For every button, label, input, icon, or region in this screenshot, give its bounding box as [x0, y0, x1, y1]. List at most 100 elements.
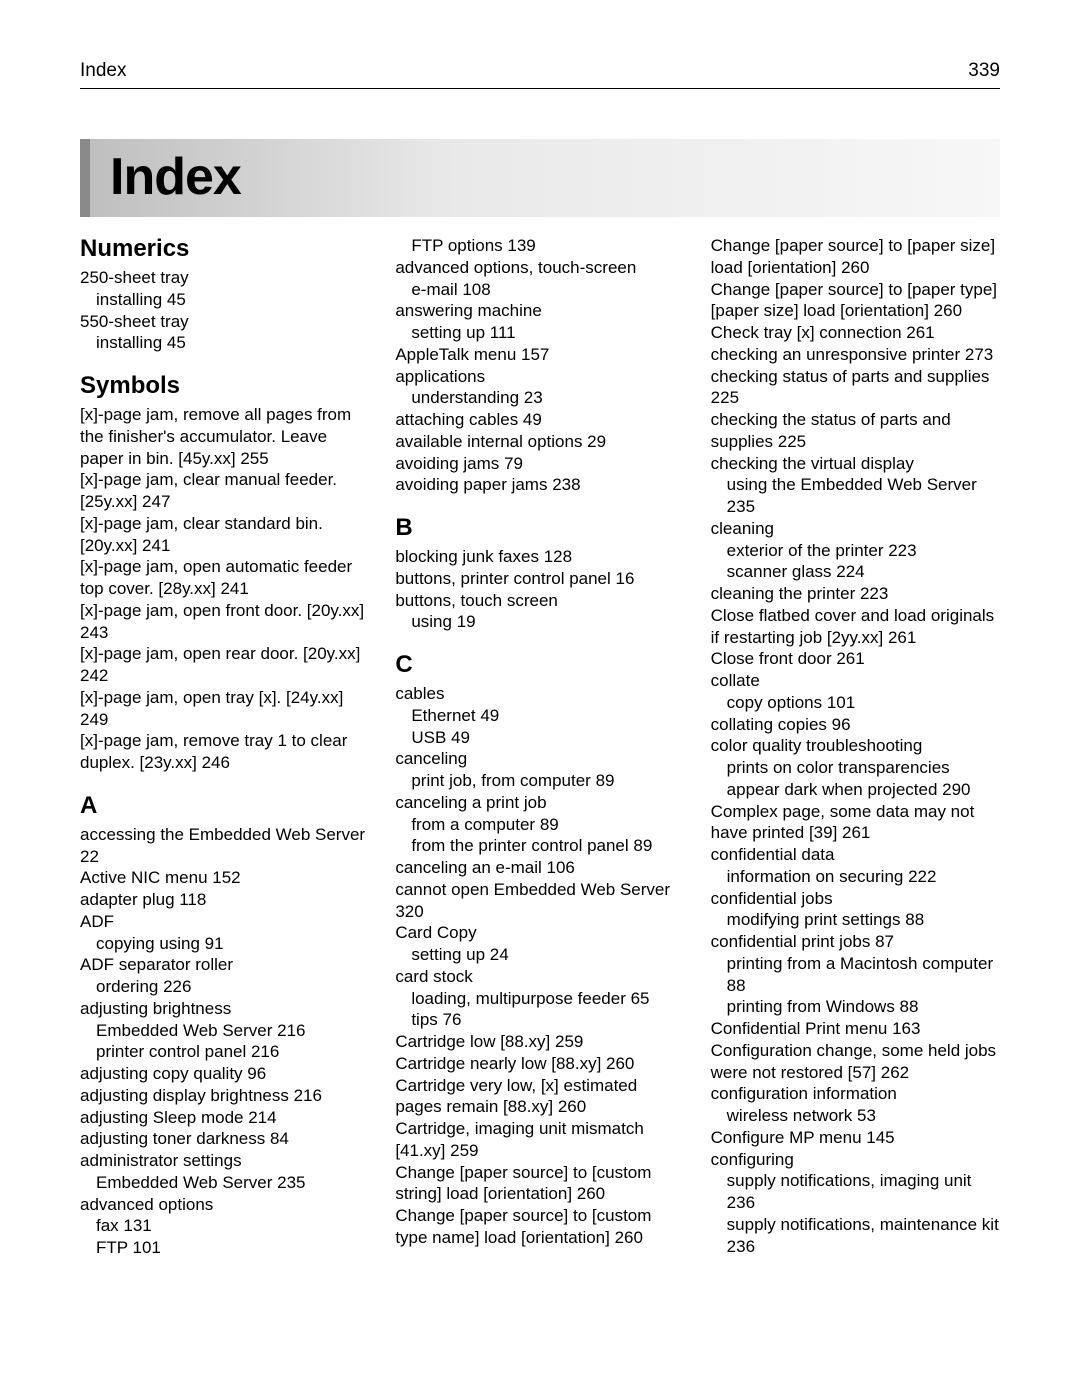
index-entry: advanced options — [80, 1194, 369, 1216]
index-entry: using 19 — [395, 611, 684, 633]
index-entry: copying using 91 — [80, 933, 369, 955]
index-entry: Cartridge low [88.xy] 259 — [395, 1031, 684, 1053]
section-heading: Symbols — [80, 372, 369, 400]
index-entry: from a computer 89 — [395, 814, 684, 836]
index-entry: 250‑sheet tray — [80, 267, 369, 289]
index-entry: attaching cables 49 — [395, 409, 684, 431]
running-page-number: 339 — [968, 60, 1000, 82]
title-bar: Index — [80, 139, 1000, 217]
index-entry: supply notifications, maintenance kit 23… — [711, 1214, 1000, 1258]
index-entry: tips 76 — [395, 1009, 684, 1031]
index-entry: FTP 101 — [80, 1237, 369, 1259]
running-header: Index 339 — [80, 60, 1000, 89]
index-entry: 550‑sheet tray — [80, 311, 369, 333]
page-title: Index — [110, 147, 980, 207]
index-entry: copy options 101 — [711, 692, 1000, 714]
index-entry: buttons, printer control panel 16 — [395, 568, 684, 590]
index-entry: cleaning — [711, 518, 1000, 540]
index-entry: ADF separator roller — [80, 954, 369, 976]
index-entry: Embedded Web Server 235 — [80, 1172, 369, 1194]
index-entry: [x]‑page jam, open automatic feeder top … — [80, 556, 369, 600]
index-entry: adjusting brightness — [80, 998, 369, 1020]
index-columns: Numerics250‑sheet trayinstalling 45550‑s… — [80, 235, 1000, 1259]
index-entry: Cartridge very low, [x] estimated pages … — [395, 1075, 684, 1119]
index-entry: color quality troubleshooting — [711, 735, 1000, 757]
index-entry: Active NIC menu 152 — [80, 867, 369, 889]
index-entry: canceling an e‑mail 106 — [395, 857, 684, 879]
index-entry: using the Embedded Web Server 235 — [711, 474, 1000, 518]
index-entry: cannot open Embedded Web Server 320 — [395, 879, 684, 923]
index-entry: Complex page, some data may not have pri… — [711, 801, 1000, 845]
index-entry: printing from Windows 88 — [711, 996, 1000, 1018]
index-entry: adjusting toner darkness 84 — [80, 1128, 369, 1150]
index-entry: configuration information — [711, 1083, 1000, 1105]
index-entry: FTP options 139 — [395, 235, 684, 257]
index-entry: available internal options 29 — [395, 431, 684, 453]
section-heading: C — [395, 651, 684, 679]
index-entry: fax 131 — [80, 1215, 369, 1237]
index-entry: [x]‑page jam, open tray [x]. [24y.xx] 24… — [80, 687, 369, 731]
section-heading: A — [80, 792, 369, 820]
index-entry: checking an unresponsive printer 273 — [711, 344, 1000, 366]
index-entry: Cartridge nearly low [88.xy] 260 — [395, 1053, 684, 1075]
index-entry: Close front door 261 — [711, 648, 1000, 670]
index-entry: card stock — [395, 966, 684, 988]
index-entry: from the printer control panel 89 — [395, 835, 684, 857]
index-entry: [x]‑page jam, remove tray 1 to clear dup… — [80, 730, 369, 774]
index-entry: buttons, touch screen — [395, 590, 684, 612]
index-entry: setting up 111 — [395, 322, 684, 344]
index-entry: loading, multipurpose feeder 65 — [395, 988, 684, 1010]
index-entry: installing 45 — [80, 289, 369, 311]
index-entry: [x]‑page jam, clear manual feeder. [25y.… — [80, 469, 369, 513]
index-entry: Card Copy — [395, 922, 684, 944]
index-entry: [x]‑page jam, open front door. [20y.xx] … — [80, 600, 369, 644]
index-entry: Cartridge, imaging unit mismatch [41.xy]… — [395, 1118, 684, 1162]
index-entry: supply notifications, imaging unit 236 — [711, 1170, 1000, 1214]
index-entry: avoiding jams 79 — [395, 453, 684, 475]
index-entry: Confidential Print menu 163 — [711, 1018, 1000, 1040]
index-entry: [x]‑page jam, open rear door. [20y.xx] 2… — [80, 643, 369, 687]
index-entry: canceling a print job — [395, 792, 684, 814]
index-entry: installing 45 — [80, 332, 369, 354]
index-entry: configuring — [711, 1149, 1000, 1171]
index-entry: Embedded Web Server 216 — [80, 1020, 369, 1042]
section-heading: Numerics — [80, 235, 369, 263]
index-entry: avoiding paper jams 238 — [395, 474, 684, 496]
index-entry: [x]‑page jam, clear standard bin. [20y.x… — [80, 513, 369, 557]
index-entry: collating copies 96 — [711, 714, 1000, 736]
running-title: Index — [80, 60, 126, 82]
index-entry: Configure MP menu 145 — [711, 1127, 1000, 1149]
index-entry: Change [paper source] to [paper type] [p… — [711, 279, 1000, 323]
index-entry: ADF — [80, 911, 369, 933]
index-entry: checking the virtual display — [711, 453, 1000, 475]
index-entry: adjusting Sleep mode 214 — [80, 1107, 369, 1129]
index-entry: adjusting display brightness 216 — [80, 1085, 369, 1107]
index-entry: scanner glass 224 — [711, 561, 1000, 583]
index-entry: information on securing 222 — [711, 866, 1000, 888]
index-entry: advanced options, touch‑screen — [395, 257, 684, 279]
index-entry: Change [paper source] to [custom type na… — [395, 1205, 684, 1249]
index-entry: modifying print settings 88 — [711, 909, 1000, 931]
index-entry: wireless network 53 — [711, 1105, 1000, 1127]
index-entry: [x]‑page jam, remove all pages from the … — [80, 404, 369, 469]
index-entry: blocking junk faxes 128 — [395, 546, 684, 568]
index-entry: administrator settings — [80, 1150, 369, 1172]
index-entry: confidential data — [711, 844, 1000, 866]
index-entry: ordering 226 — [80, 976, 369, 998]
index-entry: prints on color transparencies appear da… — [711, 757, 1000, 801]
index-entry: cleaning the printer 223 — [711, 583, 1000, 605]
section-heading: B — [395, 514, 684, 542]
index-entry: setting up 24 — [395, 944, 684, 966]
index-entry: Configuration change, some held jobs wer… — [711, 1040, 1000, 1084]
index-entry: AppleTalk menu 157 — [395, 344, 684, 366]
index-entry: cables — [395, 683, 684, 705]
index-entry: understanding 23 — [395, 387, 684, 409]
index-entry: exterior of the printer 223 — [711, 540, 1000, 562]
index-entry: printing from a Macintosh computer 88 — [711, 953, 1000, 997]
index-entry: confidential jobs — [711, 888, 1000, 910]
index-entry: printer control panel 216 — [80, 1041, 369, 1063]
index-entry: USB 49 — [395, 727, 684, 749]
index-entry: checking the status of parts and supplie… — [711, 409, 1000, 453]
index-entry: applications — [395, 366, 684, 388]
index-entry: Ethernet 49 — [395, 705, 684, 727]
